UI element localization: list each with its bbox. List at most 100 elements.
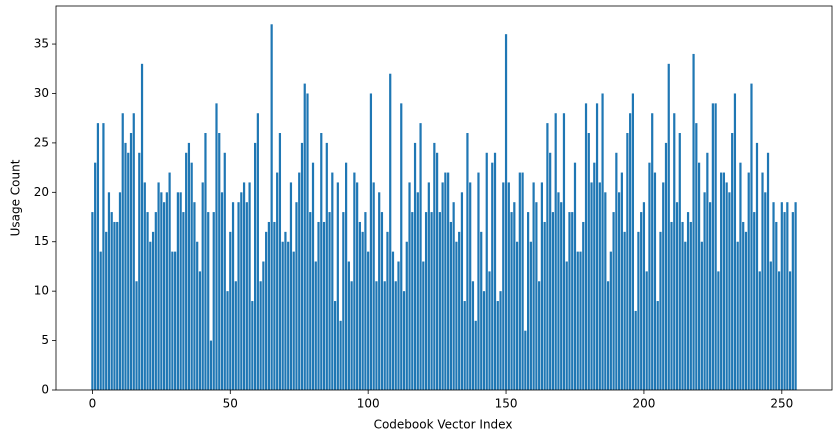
bar xyxy=(557,192,560,390)
x-tick-label: 100 xyxy=(357,397,380,411)
bar xyxy=(753,212,756,390)
bar xyxy=(543,221,546,390)
bar xyxy=(447,172,450,390)
bar xyxy=(706,152,709,390)
bar xyxy=(742,221,745,390)
bar xyxy=(648,162,651,390)
bar xyxy=(113,221,116,390)
bar xyxy=(744,231,748,390)
bar xyxy=(587,133,590,390)
bar xyxy=(240,192,243,390)
bar xyxy=(466,133,469,390)
bar xyxy=(664,142,668,390)
bar xyxy=(764,192,767,390)
bar xyxy=(273,221,276,390)
bar xyxy=(356,182,359,390)
bar xyxy=(182,212,185,390)
bar xyxy=(491,162,494,390)
bar xyxy=(733,93,737,390)
bar xyxy=(102,123,105,390)
bar xyxy=(419,123,422,390)
y-tick-label: 10 xyxy=(34,284,49,298)
bar xyxy=(551,212,555,390)
bar xyxy=(780,202,783,390)
bar xyxy=(788,271,792,390)
bar xyxy=(678,133,681,390)
bar xyxy=(645,271,648,390)
bar xyxy=(629,113,632,391)
bar xyxy=(267,221,270,390)
bar xyxy=(772,202,775,390)
bar xyxy=(394,281,397,390)
bar xyxy=(736,241,739,390)
bar xyxy=(253,142,257,390)
bar xyxy=(529,241,532,390)
bar xyxy=(703,192,706,390)
bar xyxy=(91,212,94,390)
bar xyxy=(562,113,566,391)
bar xyxy=(207,212,210,390)
x-tick-label: 0 xyxy=(89,397,97,411)
bar xyxy=(609,251,612,390)
bar xyxy=(521,172,524,390)
bar xyxy=(670,221,673,390)
bar xyxy=(218,133,221,390)
bar xyxy=(347,261,350,390)
bar xyxy=(546,123,549,390)
bar xyxy=(204,133,207,390)
bar xyxy=(215,103,218,390)
bar xyxy=(157,182,160,390)
bar xyxy=(618,192,621,390)
bar xyxy=(606,281,610,390)
bar xyxy=(242,182,246,390)
bar xyxy=(584,103,588,390)
bar xyxy=(656,301,659,390)
bar xyxy=(295,202,298,390)
bar xyxy=(725,182,728,390)
bar xyxy=(427,182,430,390)
bar xyxy=(176,192,179,390)
bar xyxy=(436,152,439,390)
bar xyxy=(791,212,794,390)
bar xyxy=(651,113,654,391)
bar xyxy=(527,212,530,390)
bar xyxy=(94,162,97,390)
bar xyxy=(171,251,174,390)
bar xyxy=(408,182,411,390)
bar xyxy=(309,212,312,390)
bar xyxy=(251,301,254,390)
bar xyxy=(568,212,571,390)
bar xyxy=(317,221,320,390)
bar xyxy=(697,162,701,390)
bar xyxy=(375,281,378,390)
bar xyxy=(278,133,282,390)
bar xyxy=(116,221,119,390)
bar xyxy=(482,291,486,390)
bar xyxy=(209,340,213,390)
bar xyxy=(573,162,577,390)
bar xyxy=(720,172,723,390)
bar xyxy=(783,212,786,390)
bar xyxy=(766,152,770,390)
bar xyxy=(226,291,229,390)
bar xyxy=(714,103,717,390)
bar xyxy=(383,281,386,390)
bar xyxy=(504,34,508,390)
bar xyxy=(761,172,764,390)
bar xyxy=(422,261,425,390)
bar xyxy=(758,271,761,390)
bar xyxy=(524,330,527,390)
bar xyxy=(620,172,623,390)
bar xyxy=(193,202,196,390)
bar xyxy=(460,192,464,390)
y-tick-label: 25 xyxy=(34,135,49,149)
x-tick-label: 50 xyxy=(223,397,238,411)
bar xyxy=(378,192,381,390)
bar xyxy=(430,212,433,390)
bar xyxy=(675,202,679,390)
bar xyxy=(598,182,601,390)
bar xyxy=(469,182,472,390)
bar xyxy=(731,133,734,390)
bar xyxy=(121,113,124,391)
bar xyxy=(593,162,596,390)
